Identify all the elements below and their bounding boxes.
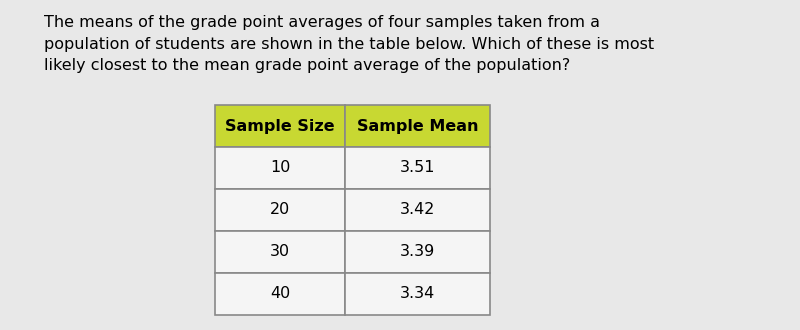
- Bar: [215, 273, 345, 315]
- Bar: [215, 105, 345, 147]
- Text: 3.51: 3.51: [400, 160, 435, 176]
- Text: The means of the grade point averages of four samples taken from a
population of: The means of the grade point averages of…: [44, 15, 654, 73]
- Text: 40: 40: [270, 286, 290, 302]
- Bar: [345, 189, 490, 231]
- Bar: [345, 231, 490, 273]
- Text: 20: 20: [270, 203, 290, 217]
- Text: Sample Size: Sample Size: [225, 118, 335, 134]
- Bar: [215, 231, 345, 273]
- Bar: [345, 105, 490, 147]
- Bar: [215, 189, 345, 231]
- Bar: [345, 273, 490, 315]
- Text: 3.34: 3.34: [400, 286, 435, 302]
- Text: 30: 30: [270, 245, 290, 259]
- Bar: [215, 147, 345, 189]
- Text: 3.42: 3.42: [400, 203, 435, 217]
- Text: 10: 10: [270, 160, 290, 176]
- Text: Sample Mean: Sample Mean: [357, 118, 478, 134]
- Bar: [345, 147, 490, 189]
- Text: 3.39: 3.39: [400, 245, 435, 259]
